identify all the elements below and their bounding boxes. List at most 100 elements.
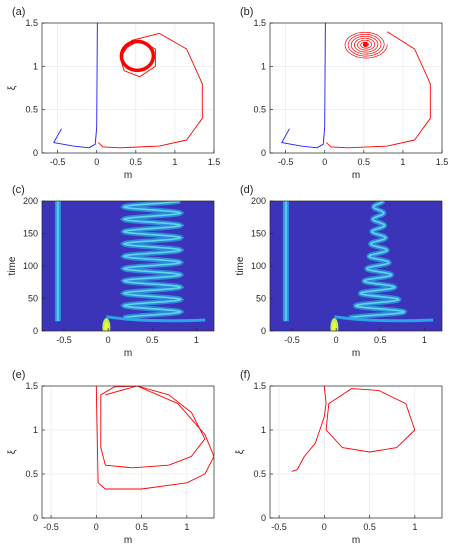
y-tick-label: 1 — [33, 61, 38, 71]
y-tick-label: 0.5 — [25, 105, 38, 115]
ridge-spread — [334, 315, 434, 323]
x-tick-label: -0.5 — [284, 335, 300, 345]
panel-1: -0.5 0 0.5 1 1.5 0 0.5 1 1.5 m (b) — [240, 6, 448, 181]
x-axis-label: m — [352, 170, 360, 181]
panel-label: (c) — [12, 184, 25, 196]
x-tick-label: 1 — [422, 335, 427, 345]
y-tick-label: 0.5 — [253, 105, 266, 115]
panel-0: -0.5 0 0.5 1 1.5 0 0.5 1 1.5 m ξ (a) — [7, 6, 220, 181]
y-tick-label: 0 — [33, 513, 38, 523]
y-tick-label: 1 — [33, 425, 38, 435]
x-tick-label: 1 — [194, 335, 199, 345]
x-tick-label: 0 — [322, 522, 327, 532]
y-tick-label: 0 — [261, 326, 266, 336]
peak-core — [104, 322, 109, 331]
axes-box — [41, 22, 215, 154]
x-tick-label: -0.5 — [43, 522, 59, 532]
y-tick-label: 0.5 — [253, 469, 266, 479]
y-tick-label: 0 — [261, 513, 266, 523]
x-tick-label: 1.5 — [436, 157, 449, 167]
x-tick-label: 0.5 — [363, 522, 376, 532]
spiral-focus — [362, 42, 368, 48]
x-axis-label: m — [352, 535, 360, 546]
series-line-0 — [95, 386, 214, 490]
panel-label: (b) — [240, 6, 253, 18]
plot-area — [270, 23, 442, 153]
x-tick-label: 0.5 — [135, 522, 148, 532]
x-axis-label: m — [124, 348, 132, 359]
panel-3: -0.5 0 0.5 1 0 50 100 150 200 m time (d) — [235, 184, 443, 359]
y-tick-label: 0 — [33, 326, 38, 336]
limit-cycle — [120, 40, 155, 72]
x-tick-label: 0.5 — [358, 157, 371, 167]
x-tick-label: 1 — [400, 157, 405, 167]
y-tick-label: 50 — [28, 294, 38, 304]
y-tick-label: 150 — [23, 229, 38, 239]
series-line-1 — [325, 31, 431, 149]
x-tick-label: 1.5 — [208, 157, 221, 167]
y-tick-label: 1.5 — [25, 18, 38, 28]
ridge-stationary-core — [284, 201, 288, 322]
limit-cycle — [121, 41, 154, 71]
y-tick-label: 50 — [256, 294, 266, 304]
x-tick-label: 1 — [172, 157, 177, 167]
series-group — [95, 386, 214, 490]
panel-label: (e) — [12, 369, 25, 381]
x-tick-label: 0 — [322, 157, 327, 167]
panel-label: (f) — [240, 369, 250, 381]
x-axis-label: m — [124, 170, 132, 181]
ridge-spread — [106, 315, 206, 323]
x-tick-label: -0.5 — [278, 157, 294, 167]
panel-label: (d) — [240, 184, 253, 196]
series-line-0 — [281, 23, 326, 149]
x-tick-label: 0.5 — [374, 335, 387, 345]
ridge-stationary-core — [56, 201, 60, 322]
x-tick-label: -0.5 — [56, 335, 72, 345]
heatmap-background — [270, 201, 442, 331]
axes-box — [41, 385, 215, 519]
plot-area — [270, 386, 442, 518]
y-axis-label: time — [7, 256, 18, 275]
x-tick-label: 0 — [106, 335, 111, 345]
series-group — [53, 23, 203, 149]
y-tick-label: 1.5 — [25, 381, 38, 391]
x-tick-label: 0 — [94, 522, 99, 532]
y-tick-label: 200 — [251, 196, 266, 206]
series-line-1 — [325, 388, 416, 453]
axes-box — [269, 385, 443, 519]
y-axis-label: ξ — [7, 85, 18, 90]
x-tick-label: 0 — [94, 157, 99, 167]
panel-2: -0.5 0 0.5 1 0 50 100 150 200 m time (c) — [7, 184, 215, 359]
x-tick-label: -0.5 — [50, 157, 66, 167]
heatmap-ridges — [54, 201, 206, 331]
y-tick-label: 100 — [23, 261, 38, 271]
x-tick-label: 1 — [412, 522, 417, 532]
y-tick-label: 1.5 — [253, 381, 266, 391]
x-tick-label: 1 — [184, 522, 189, 532]
y-tick-label: 0 — [33, 148, 38, 158]
y-tick-label: 1.5 — [253, 18, 266, 28]
series-line-1 — [97, 32, 203, 149]
panel-5: -0.5 0 0.5 1 0 0.5 1 1.5 m ξ (f) — [235, 369, 443, 546]
ridge-oscillating-core — [349, 201, 406, 319]
x-tick-label: 0.5 — [146, 335, 159, 345]
series-line-1 — [100, 386, 206, 469]
y-axis-label: ξ — [235, 449, 246, 454]
panel-label: (a) — [12, 6, 25, 18]
x-axis-label: m — [352, 348, 360, 359]
series-group — [281, 23, 431, 149]
heatmap-ridges — [282, 201, 434, 331]
axes-box — [269, 22, 443, 154]
y-tick-label: 150 — [251, 229, 266, 239]
y-tick-label: 100 — [251, 261, 266, 271]
series-group — [291, 386, 416, 472]
x-tick-label: 0.5 — [130, 157, 143, 167]
series-line-0 — [291, 386, 327, 472]
y-tick-label: 0 — [261, 148, 266, 158]
series-line-0 — [53, 23, 98, 149]
panel-4: -0.5 0 0.5 1 0 0.5 1 1.5 m ξ (e) — [7, 369, 215, 546]
x-axis-label: m — [124, 535, 132, 546]
y-axis-label: ξ — [7, 449, 18, 454]
y-tick-label: 200 — [23, 196, 38, 206]
